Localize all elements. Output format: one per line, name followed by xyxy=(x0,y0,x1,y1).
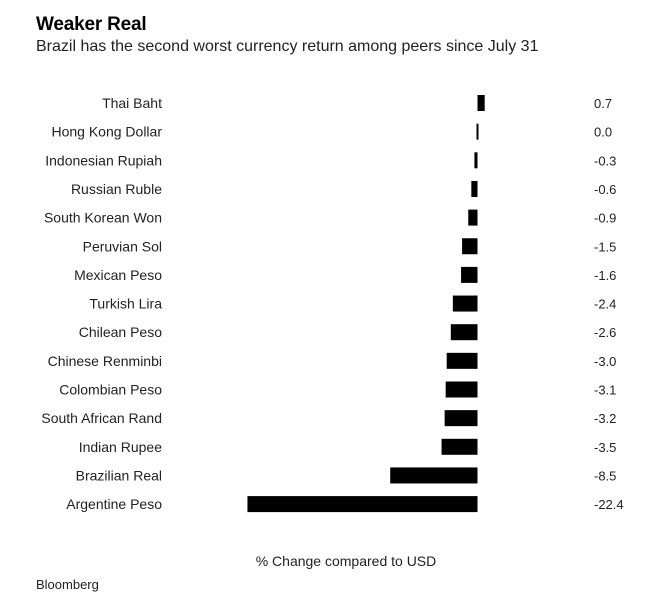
value-label-colombian-peso: -3.1 xyxy=(594,383,616,398)
value-label-hong-kong-dollar: 0.0 xyxy=(594,125,612,140)
category-label-chinese-renminbi: Chinese Renminbi xyxy=(48,353,162,369)
bar-indian-rupee xyxy=(441,438,478,455)
value-label-indian-rupee: -3.5 xyxy=(594,440,616,455)
bar-thai-baht xyxy=(477,95,485,111)
value-label-russian-ruble: -0.6 xyxy=(594,182,616,197)
bar-indonesian-rupiah xyxy=(474,152,478,169)
value-label-thai-baht: 0.7 xyxy=(594,96,612,111)
bar-peruvian-sol xyxy=(462,238,478,255)
value-label-peruvian-sol: -1.5 xyxy=(594,239,616,254)
bar-mexican-peso xyxy=(461,266,478,283)
value-label-turkish-lira: -2.4 xyxy=(594,297,616,312)
bar-turkish-lira xyxy=(452,295,478,312)
category-label-south-african-rand: South African Rand xyxy=(41,410,162,426)
category-label-chilean-peso: Chilean Peso xyxy=(79,324,162,340)
bar-brazilian-real xyxy=(390,467,478,484)
value-label-chilean-peso: -2.6 xyxy=(594,325,616,340)
category-label-indonesian-rupiah: Indonesian Rupiah xyxy=(45,152,162,168)
category-label-turkish-lira: Turkish Lira xyxy=(89,296,162,312)
bar-chinese-renminbi xyxy=(446,352,478,369)
category-label-south-korean-won: South Korean Won xyxy=(44,210,162,226)
chart-title: Weaker Real xyxy=(36,14,147,35)
category-label-peruvian-sol: Peruvian Sol xyxy=(83,238,162,254)
value-label-south-african-rand: -3.2 xyxy=(594,411,616,426)
chart-subtitle: Brazil has the second worst currency ret… xyxy=(36,38,539,55)
category-label-mexican-peso: Mexican Peso xyxy=(74,267,162,283)
category-label-brazilian-real: Brazilian Real xyxy=(76,467,162,483)
bar-russian-ruble xyxy=(471,180,478,197)
x-axis-label: % Change compared to USD xyxy=(0,553,668,569)
value-label-south-korean-won: -0.9 xyxy=(594,211,616,226)
value-label-argentine-peso: -22.4 xyxy=(594,497,624,512)
bar-south-korean-won xyxy=(468,209,478,226)
category-label-russian-ruble: Russian Ruble xyxy=(71,181,162,197)
bar-south-african-rand xyxy=(444,410,478,427)
category-label-colombian-peso: Colombian Peso xyxy=(59,382,162,398)
value-label-brazilian-real: -8.5 xyxy=(594,468,616,483)
category-label-hong-kong-dollar: Hong Kong Dollar xyxy=(51,124,162,140)
x-axis-label-text: % Change compared to USD xyxy=(255,553,437,569)
bar-hong-kong-dollar xyxy=(476,123,479,140)
source-label: Bloomberg xyxy=(36,577,99,592)
bar-colombian-peso xyxy=(445,381,478,398)
category-label-indian-rupee: Indian Rupee xyxy=(79,439,163,455)
value-label-indonesian-rupiah: -0.3 xyxy=(594,153,616,168)
bar-argentine-peso xyxy=(247,496,478,513)
bar-chilean-peso xyxy=(450,324,478,341)
value-label-mexican-peso: -1.6 xyxy=(594,268,616,283)
value-label-chinese-renminbi: -3.0 xyxy=(594,354,616,369)
category-label-thai-baht: Thai Baht xyxy=(102,95,162,111)
category-label-argentine-peso: Argentine Peso xyxy=(66,496,162,512)
